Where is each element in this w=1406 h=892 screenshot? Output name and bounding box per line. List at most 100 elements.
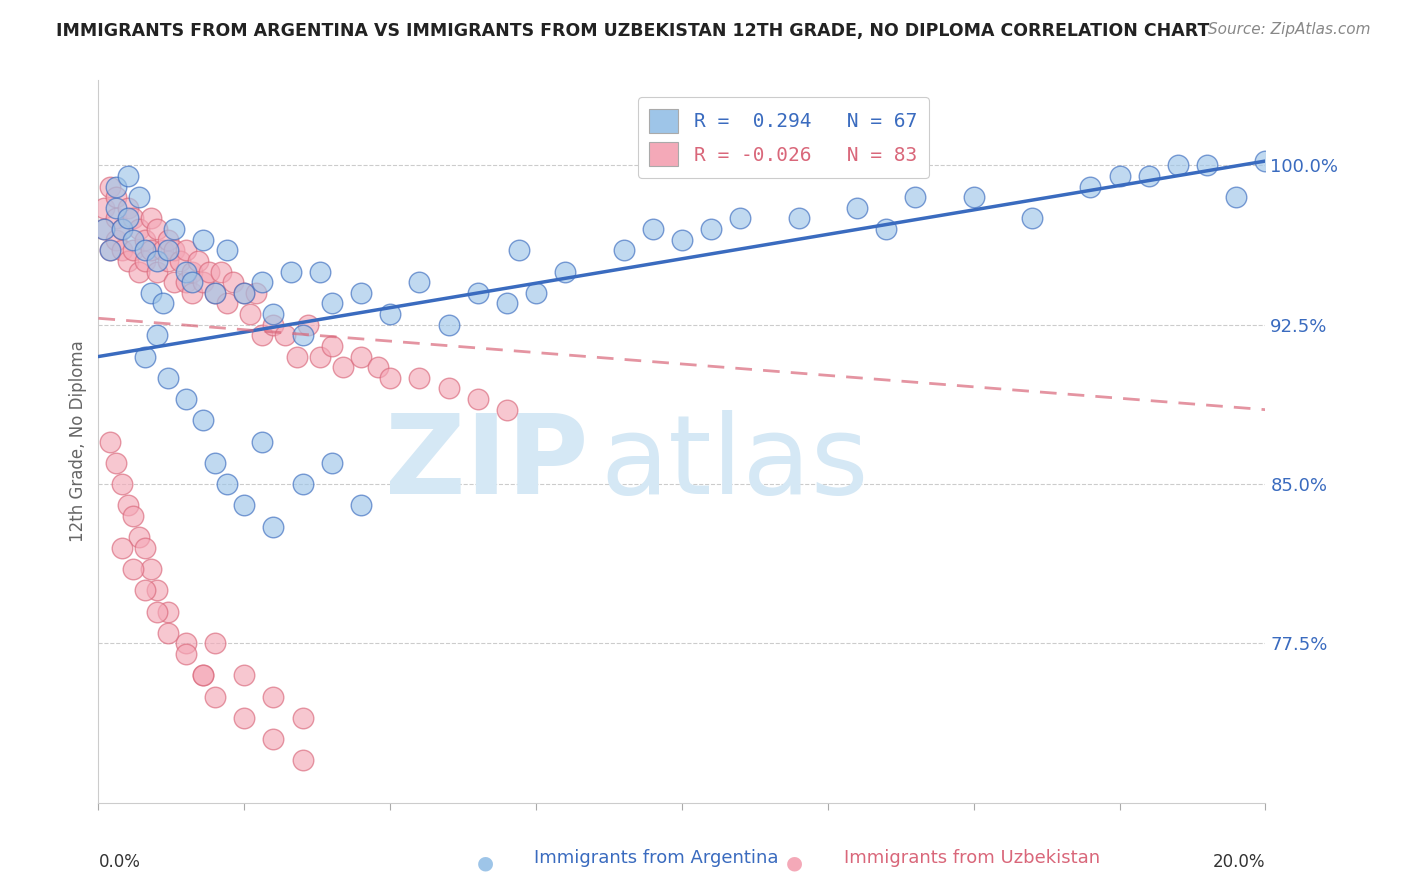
Text: atlas: atlas	[600, 409, 869, 516]
Point	[174, 244, 197, 258]
Point	[134, 253, 156, 268]
Point	[262, 307, 284, 321]
Point	[146, 583, 169, 598]
Point	[245, 285, 267, 300]
Point	[467, 285, 489, 300]
Point	[233, 498, 256, 512]
Point	[215, 477, 238, 491]
Point	[157, 253, 180, 268]
Point	[332, 360, 354, 375]
Point	[157, 233, 180, 247]
Point	[641, 222, 664, 236]
Point	[250, 434, 273, 449]
Point	[291, 711, 314, 725]
Point	[904, 190, 927, 204]
Point	[233, 711, 256, 725]
Point	[496, 296, 519, 310]
Point	[262, 318, 284, 332]
Point	[139, 244, 162, 258]
Point	[157, 605, 180, 619]
Point	[146, 264, 169, 278]
Point	[239, 307, 262, 321]
Text: Source: ZipAtlas.com: Source: ZipAtlas.com	[1208, 22, 1371, 37]
Point	[104, 190, 127, 204]
Point	[730, 211, 752, 226]
Point	[1195, 158, 1218, 172]
Point	[122, 244, 145, 258]
Point	[233, 285, 256, 300]
Point	[437, 318, 460, 332]
Point	[98, 244, 121, 258]
Point	[380, 307, 402, 321]
Point	[169, 253, 191, 268]
Point	[612, 244, 634, 258]
Text: IMMIGRANTS FROM ARGENTINA VS IMMIGRANTS FROM UZBEKISTAN 12TH GRADE, NO DIPLOMA C: IMMIGRANTS FROM ARGENTINA VS IMMIGRANTS …	[56, 22, 1209, 40]
Point	[1137, 169, 1160, 183]
Point	[467, 392, 489, 406]
Point	[111, 477, 134, 491]
Point	[204, 285, 226, 300]
Point	[1080, 179, 1102, 194]
Legend: R =  0.294   N = 67, R = -0.026   N = 83: R = 0.294 N = 67, R = -0.026 N = 83	[637, 97, 929, 178]
Text: ●: ●	[477, 854, 494, 873]
Point	[98, 244, 121, 258]
Point	[174, 264, 197, 278]
Point	[380, 371, 402, 385]
Point	[262, 519, 284, 533]
Point	[180, 264, 202, 278]
Point	[193, 275, 215, 289]
Point	[221, 275, 243, 289]
Point	[163, 244, 186, 258]
Point	[128, 190, 150, 204]
Point	[117, 253, 139, 268]
Point	[111, 222, 134, 236]
Point	[117, 169, 139, 183]
Point	[215, 244, 238, 258]
Point	[174, 636, 197, 650]
Point	[139, 562, 162, 576]
Point	[111, 541, 134, 555]
Point	[671, 233, 693, 247]
Point	[321, 456, 343, 470]
Point	[104, 211, 127, 226]
Point	[508, 244, 530, 258]
Point	[309, 350, 332, 364]
Point	[163, 222, 186, 236]
Point	[233, 668, 256, 682]
Point	[321, 339, 343, 353]
Point	[291, 328, 314, 343]
Point	[262, 732, 284, 747]
Point	[180, 275, 202, 289]
Point	[117, 498, 139, 512]
Y-axis label: 12th Grade, No Diploma: 12th Grade, No Diploma	[69, 341, 87, 542]
Point	[128, 530, 150, 544]
Point	[285, 350, 308, 364]
Point	[174, 647, 197, 661]
Text: 0.0%: 0.0%	[98, 854, 141, 871]
Point	[139, 211, 162, 226]
Point	[291, 753, 314, 767]
Point	[134, 541, 156, 555]
Point	[787, 211, 810, 226]
Point	[524, 285, 547, 300]
Point	[146, 253, 169, 268]
Point	[122, 233, 145, 247]
Point	[198, 264, 221, 278]
Point	[321, 296, 343, 310]
Point	[193, 668, 215, 682]
Point	[174, 392, 197, 406]
Point	[350, 498, 373, 512]
Point	[122, 508, 145, 523]
Point	[111, 244, 134, 258]
Point	[204, 636, 226, 650]
Point	[180, 285, 202, 300]
Point	[1225, 190, 1247, 204]
Point	[117, 211, 139, 226]
Point	[111, 222, 134, 236]
Point	[157, 625, 180, 640]
Point	[146, 328, 169, 343]
Point	[291, 477, 314, 491]
Point	[193, 233, 215, 247]
Point	[128, 222, 150, 236]
Point	[122, 562, 145, 576]
